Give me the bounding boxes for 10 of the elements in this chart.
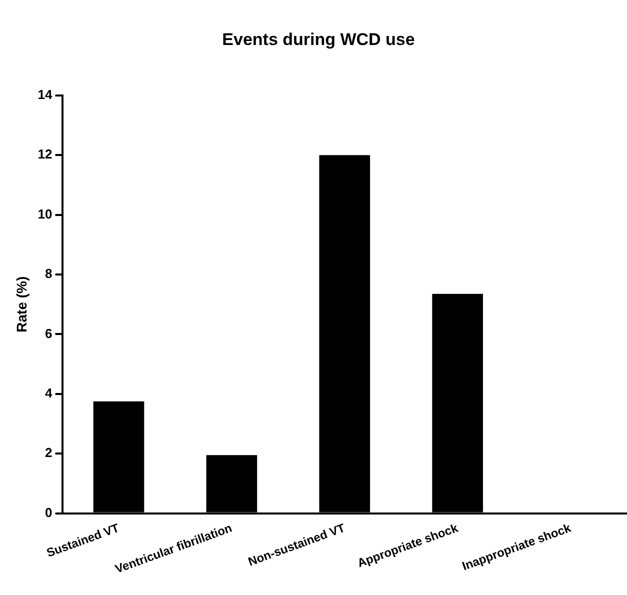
y-tick-label: 10 [38,206,52,222]
y-tick-label: 12 [38,146,52,162]
y-tick-label: 8 [45,266,52,282]
y-tick-label: 2 [45,445,52,460]
y-axis-title: Rate (%) [13,276,30,332]
y-tick-label: 14 [38,86,54,102]
y-tick-label: 0 [45,504,52,520]
y-tick-label: 6 [45,326,52,341]
chart-title: Events during WCD use [222,30,415,49]
y-tick-label: 4 [45,385,54,400]
